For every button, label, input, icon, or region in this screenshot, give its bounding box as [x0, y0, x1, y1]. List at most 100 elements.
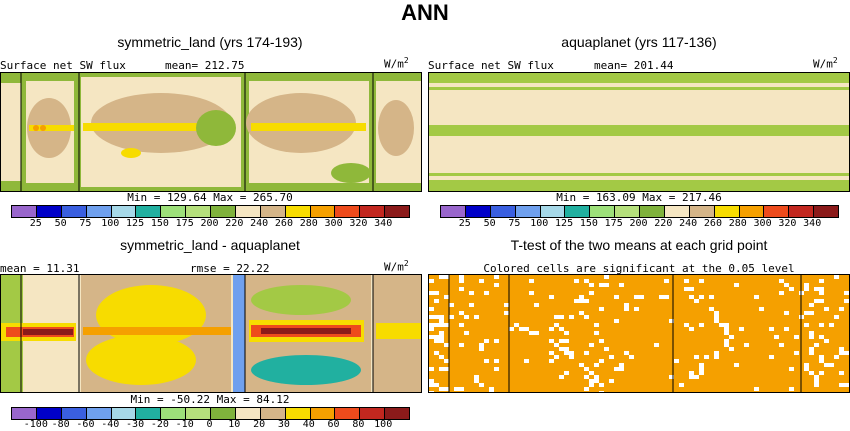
ttest-nonsignificant-cell — [779, 279, 784, 283]
ttest-nonsignificant-cell — [429, 323, 434, 327]
ttest-nonsignificant-cell — [594, 375, 599, 379]
panel-2-left-label: Surface net SW flux — [428, 59, 554, 72]
colorbar-tick-label: 60 — [327, 419, 340, 430]
ttest-nonsignificant-cell — [794, 351, 799, 355]
ttest-nonsignificant-cell — [699, 279, 704, 283]
ttest-nonsignificant-cell — [564, 351, 569, 355]
ttest-nonsignificant-cell — [504, 303, 509, 307]
ttest-nonsignificant-cell — [634, 295, 639, 299]
ttest-nonsignificant-cell — [614, 295, 619, 299]
ttest-nonsignificant-cell — [824, 307, 829, 311]
ttest-nonsignificant-cell — [794, 335, 799, 339]
ttest-nonsignificant-cell — [814, 299, 819, 303]
ttest-nonsignificant-cell — [429, 279, 434, 283]
ttest-nonsignificant-cell — [844, 299, 849, 303]
panel-2-colorbar-labels: 25 50 75 100 125 150 175 200 220 240 260 280 300 320 3… — [440, 218, 837, 230]
ttest-nonsignificant-cell — [704, 355, 709, 359]
ttest-nonsignificant-cell — [519, 327, 524, 331]
ttest-nonsignificant-cell — [689, 327, 694, 331]
panel-1-colorbar — [11, 205, 410, 218]
ttest-nonsignificant-cell — [619, 283, 624, 287]
colorbar-swatch — [814, 206, 838, 217]
ttest-nonsignificant-cell — [639, 295, 644, 299]
colorbar-tick-label: 100 — [530, 218, 549, 229]
ttest-nonsignificant-cell — [839, 371, 844, 375]
colorbar-swatch — [335, 408, 361, 419]
ttest-nonsignificant-cell — [589, 379, 594, 383]
ttest-nonsignificant-cell — [729, 347, 734, 351]
ttest-nonsignificant-cell — [619, 363, 624, 367]
colorbar-swatch — [61, 206, 87, 217]
ttest-nonsignificant-cell — [599, 339, 604, 343]
ttest-nonsignificant-cell — [724, 343, 729, 347]
ttest-nonsignificant-cell — [624, 303, 629, 307]
ttest-nonsignificant-cell — [439, 367, 444, 371]
ttest-nonsignificant-cell — [779, 291, 784, 295]
ttest-nonsignificant-cell — [684, 279, 689, 283]
panel-1-minmax: Min = 129.64 Max = 265.70 — [127, 191, 293, 204]
colorbar-tick-label: 280 — [299, 218, 318, 229]
ttest-nonsignificant-cell — [569, 351, 574, 355]
colorbar-swatch — [714, 206, 740, 217]
colorbar-swatch — [590, 206, 616, 217]
ttest-nonsignificant-cell — [724, 323, 729, 327]
ttest-nonsignificant-cell — [714, 351, 719, 355]
ttest-nonsignificant-cell — [834, 315, 839, 319]
ttest-nonsignificant-cell — [779, 343, 784, 347]
ttest-nonsignificant-cell — [809, 331, 814, 335]
ttest-nonsignificant-cell — [669, 375, 674, 379]
ttest-nonsignificant-cell — [484, 359, 489, 363]
ttest-nonsignificant-cell — [594, 363, 599, 367]
colorbar-tick-label: 260 — [703, 218, 722, 229]
ttest-nonsignificant-cell — [814, 379, 819, 383]
ttest-nonsignificant-cell — [484, 339, 489, 343]
panel-1-units: W/m2 — [384, 56, 409, 71]
colorbar-swatch — [739, 206, 765, 217]
colorbar-tick-label: 200 — [629, 218, 648, 229]
ttest-nonsignificant-cell — [769, 327, 774, 331]
ttest-nonsignificant-cell — [599, 359, 604, 363]
ttest-nonsignificant-cell — [834, 355, 839, 359]
panel-4-title: T-test of the two means at each grid poi… — [510, 237, 768, 253]
ttest-nonsignificant-cell — [599, 383, 604, 387]
colorbar-swatch — [490, 206, 516, 217]
colorbar-tick-label: 125 — [555, 218, 574, 229]
ttest-nonsignificant-cell — [429, 291, 434, 295]
ttest-nonsignificant-cell — [594, 323, 599, 327]
ttest-nonsignificant-cell — [789, 367, 794, 371]
colorbar-swatch — [335, 206, 361, 217]
ttest-nonsignificant-cell — [474, 315, 479, 319]
colorbar-tick-label: 80 — [352, 419, 365, 430]
ttest-nonsignificant-cell — [839, 383, 844, 387]
ttest-nonsignificant-cell — [429, 315, 434, 319]
ttest-nonsignificant-cell — [789, 287, 794, 291]
ttest-nonsignificant-cell — [694, 299, 699, 303]
ttest-nonsignificant-cell — [604, 283, 609, 287]
colorbar-swatch — [136, 206, 162, 217]
ttest-nonsignificant-cell — [469, 303, 474, 307]
ttest-nonsignificant-cell — [559, 339, 564, 343]
ttest-nonsignificant-cell — [479, 343, 484, 347]
colorbar-tick-label: 50 — [54, 218, 67, 229]
ttest-nonsignificant-cell — [759, 307, 764, 311]
ttest-nonsignificant-cell — [674, 359, 679, 363]
ttest-nonsignificant-cell — [624, 351, 629, 355]
ttest-nonsignificant-cell — [819, 359, 824, 363]
ttest-nonsignificant-cell — [714, 355, 719, 359]
panel-1-mean: mean= 212.75 — [165, 59, 245, 72]
ttest-nonsignificant-cell — [809, 347, 814, 351]
ttest-nonsignificant-cell — [469, 291, 474, 295]
ttest-nonsignificant-cell — [554, 315, 559, 319]
colorbar-tick-label: 300 — [324, 218, 343, 229]
panel-3-rmse: rmse = 22.22 — [190, 262, 270, 275]
ttest-nonsignificant-cell — [844, 383, 849, 387]
ttest-nonsignificant-cell — [804, 367, 809, 371]
colorbar-tick-label: 50 — [483, 218, 496, 229]
ttest-nonsignificant-cell — [444, 387, 449, 391]
ttest-nonsignificant-cell — [529, 331, 534, 335]
ttest-nonsignificant-cell — [444, 359, 449, 363]
ttest-nonsignificant-cell — [559, 315, 564, 319]
ttest-nonsignificant-cell — [479, 383, 484, 387]
ttest-nonsignificant-cell — [814, 343, 819, 347]
colorbar-swatch — [260, 206, 286, 217]
